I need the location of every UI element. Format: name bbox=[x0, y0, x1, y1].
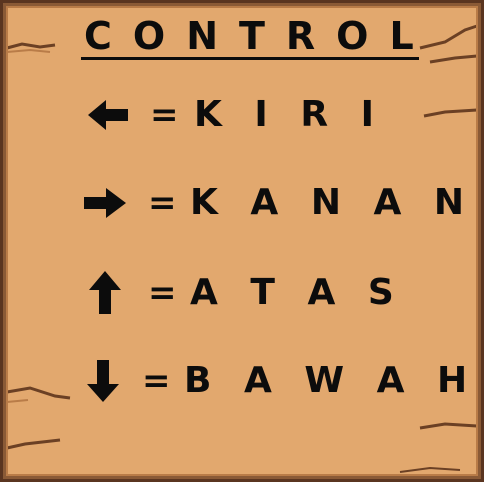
arrow-left-icon bbox=[88, 100, 128, 130]
title-underline bbox=[81, 57, 419, 60]
arrow-right-icon bbox=[84, 188, 126, 218]
control-label-left: K I R I bbox=[194, 94, 385, 135]
control-row-up: = A T A S bbox=[82, 270, 442, 316]
control-row-left: = K I R I bbox=[82, 92, 442, 138]
arrow-up-icon bbox=[89, 271, 121, 314]
equals-sign: = bbox=[148, 183, 177, 223]
equals-sign: = bbox=[148, 273, 177, 313]
equals-sign: = bbox=[150, 95, 179, 135]
control-label-down: B A W A H bbox=[184, 360, 478, 401]
control-row-right: = K A N A N bbox=[82, 180, 464, 226]
control-row-down: = B A W A H bbox=[80, 358, 467, 404]
control-label-up: A T A S bbox=[190, 272, 404, 313]
control-label-right: K A N A N bbox=[190, 182, 475, 223]
equals-sign: = bbox=[142, 361, 171, 401]
arrow-down-icon bbox=[87, 360, 119, 402]
controls-title: CONTROL bbox=[84, 14, 435, 58]
